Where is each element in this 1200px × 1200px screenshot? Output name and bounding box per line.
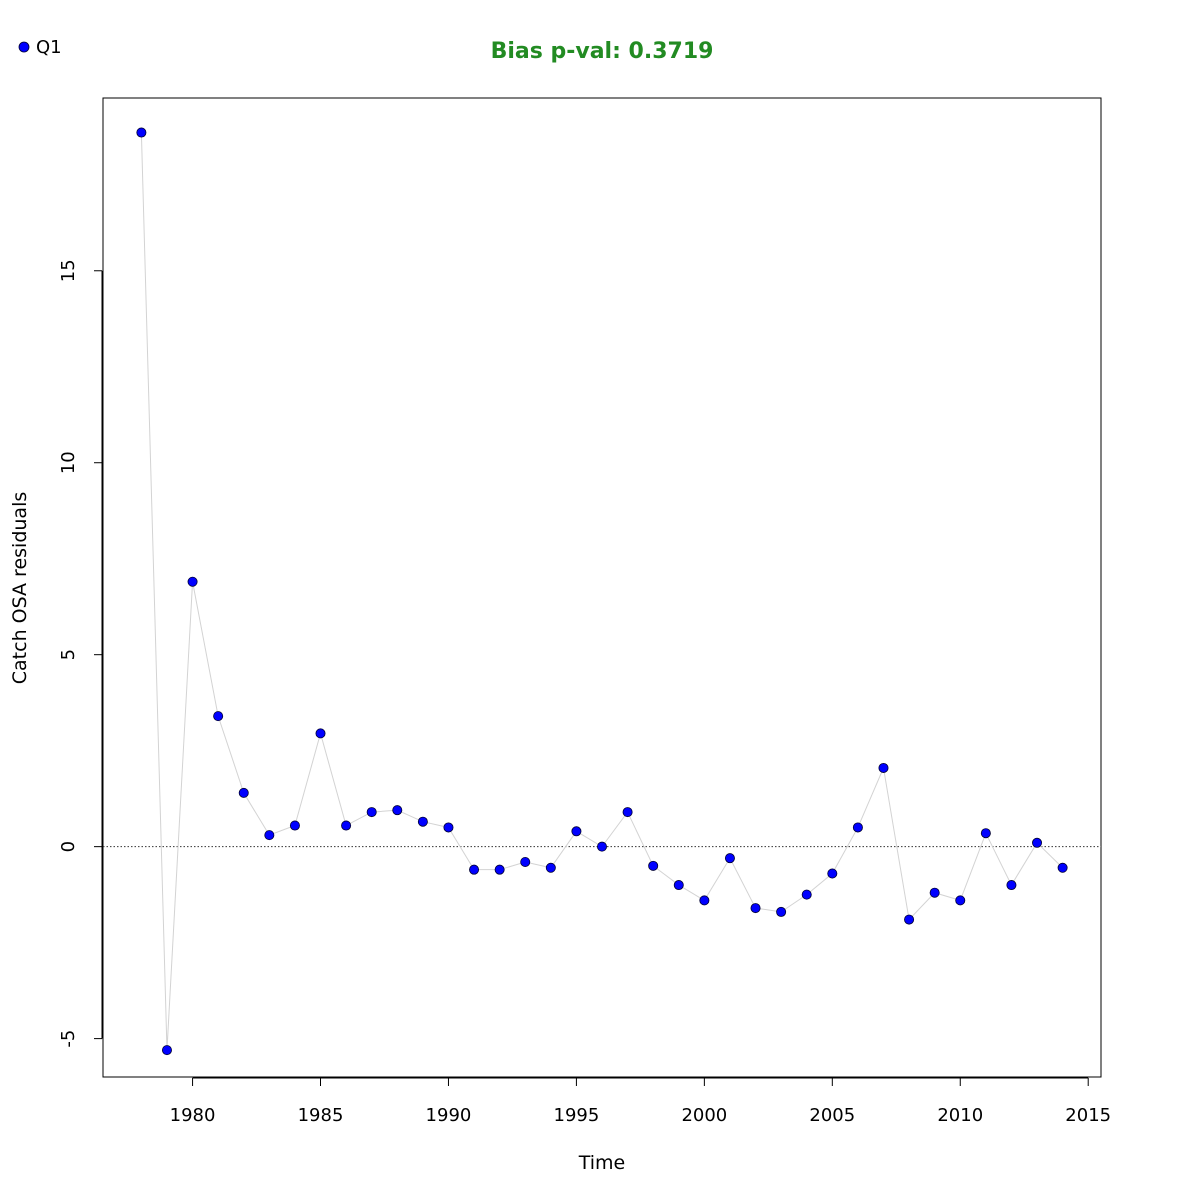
x-tick-label: 1995 — [554, 1105, 600, 1126]
data-point — [801, 889, 812, 900]
data-point — [648, 860, 659, 871]
series-line — [140, 132, 1063, 1051]
y-axis: -5 0 5 10 15 — [58, 259, 103, 1048]
series-line-q1 — [140, 132, 1063, 1051]
x-tick-label: 2010 — [937, 1105, 983, 1126]
data-point — [213, 711, 224, 722]
x-tick-label: 1985 — [298, 1105, 344, 1126]
data-point — [392, 805, 403, 816]
data-point — [341, 820, 352, 831]
data-point — [571, 826, 582, 837]
data-point — [443, 822, 454, 833]
data-point — [904, 914, 915, 925]
legend-marker — [18, 41, 30, 53]
data-point — [827, 868, 838, 879]
series-points-q1 — [136, 127, 1068, 1056]
x-tick-label: 2005 — [809, 1105, 855, 1126]
x-tick-label: 1990 — [426, 1105, 472, 1126]
data-point — [724, 853, 735, 864]
data-point — [187, 576, 198, 587]
data-point — [161, 1045, 172, 1056]
data-point — [264, 830, 275, 841]
chart-title: Bias p-val: 0.3719 — [491, 39, 714, 64]
y-tick-label: -5 — [58, 1030, 79, 1048]
data-point — [1057, 862, 1068, 873]
x-axis: 1980 1985 1990 1995 2000 2005 2010 2015 — [170, 1077, 1111, 1126]
y-axis-label: Catch OSA residuals — [9, 492, 31, 684]
data-point — [776, 906, 787, 917]
data-point — [469, 864, 480, 875]
y-tick-label: 5 — [58, 649, 79, 660]
data-point — [289, 820, 300, 831]
data-point — [136, 127, 147, 138]
plot-frame — [102, 97, 1102, 1078]
data-point — [929, 887, 940, 898]
legend: Q1 — [18, 37, 62, 58]
data-point — [597, 841, 608, 852]
data-point — [878, 762, 889, 773]
data-point — [417, 816, 428, 827]
data-point — [622, 807, 633, 818]
data-point — [494, 864, 505, 875]
data-point — [955, 895, 966, 906]
data-point — [673, 880, 684, 891]
legend-label-q1: Q1 — [36, 37, 62, 58]
data-point — [750, 903, 761, 914]
data-point — [315, 728, 326, 739]
data-point — [1032, 837, 1043, 848]
data-point — [238, 787, 249, 798]
x-tick-label: 2015 — [1065, 1105, 1111, 1126]
data-point — [699, 895, 710, 906]
x-axis-label: Time — [578, 1152, 626, 1174]
data-point — [1006, 880, 1017, 891]
y-tick-label: 10 — [58, 451, 79, 474]
data-point — [366, 807, 377, 818]
x-tick-label: 1980 — [170, 1105, 216, 1126]
data-point — [852, 822, 863, 833]
y-tick-label: 0 — [58, 841, 79, 852]
x-tick-label: 2000 — [681, 1105, 727, 1126]
data-point — [520, 857, 531, 868]
data-point — [545, 862, 556, 873]
data-point — [980, 828, 991, 839]
y-tick-label: 15 — [58, 259, 79, 282]
